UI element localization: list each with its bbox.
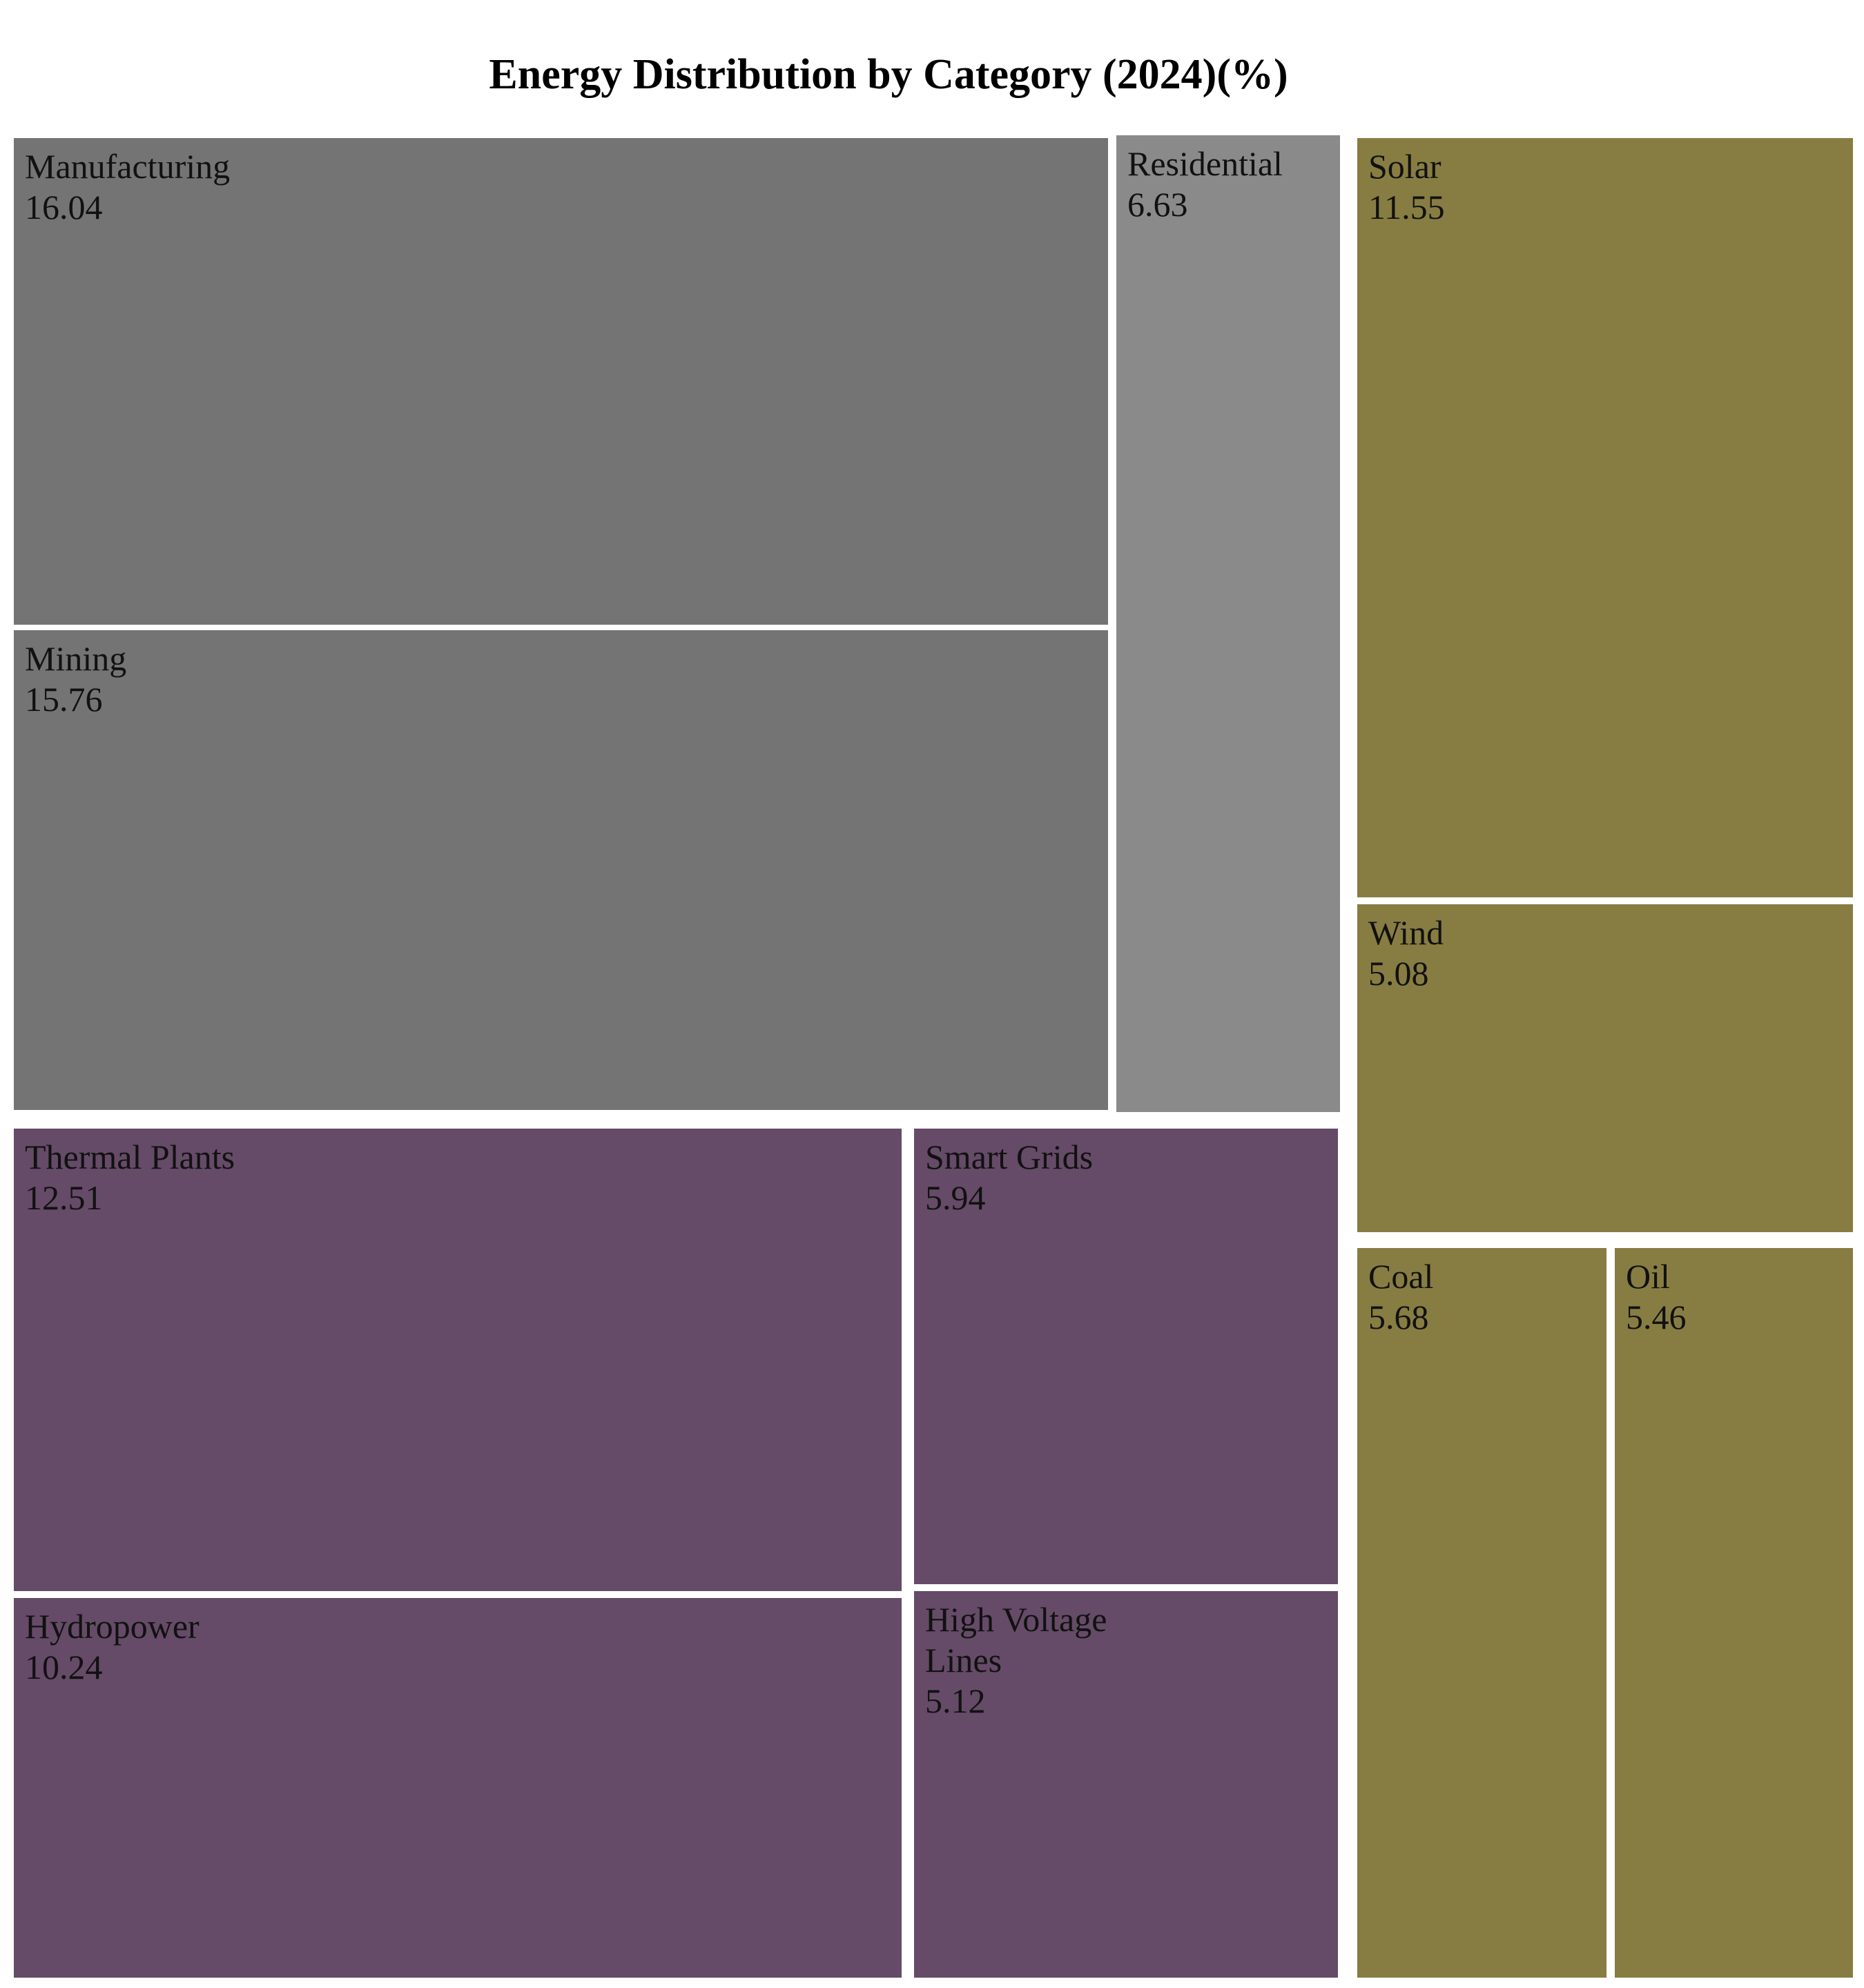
tile-rect-manufacturing (14, 138, 1108, 625)
tile-label-wind: Wind 5.08 (1368, 913, 1444, 993)
treemap-tile-thermal-plants: Thermal Plants 12.51 (14, 1129, 902, 1591)
tile-rect-hydropower (14, 1598, 902, 1978)
tile-rect-high-voltage-lines (914, 1591, 1338, 1978)
tile-label-thermal-plants: Thermal Plants 12.51 (25, 1138, 235, 1217)
tile-value-wind: 5.08 (1368, 954, 1429, 993)
tile-value-mining: 15.76 (25, 680, 103, 719)
tile-name-mining: Mining (25, 639, 126, 678)
tile-name-solar: Solar (1368, 147, 1441, 186)
tile-label-solar: Solar 11.55 (1368, 147, 1445, 226)
treemap-tile-solar: Solar 11.55 (1357, 138, 1853, 897)
tile-rect-oil (1615, 1248, 1853, 1978)
tile-label-hydropower: Hydropower 10.24 (25, 1607, 200, 1686)
tile-label-residential: Residential 6.63 (1127, 144, 1283, 224)
tile-label-manufacturing: Manufacturing 16.04 (25, 147, 230, 226)
treemap-tile-residential: Residential 6.63 (1116, 135, 1340, 1112)
tile-label-mining: Mining 15.76 (25, 639, 126, 719)
treemap-tile-mining: Mining 15.76 (14, 630, 1108, 1110)
tile-name-smart-grids: Smart Grids (925, 1138, 1093, 1176)
tile-value-high-voltage-lines: 5.12 (925, 1682, 986, 1720)
tile-value-thermal-plants: 12.51 (25, 1178, 103, 1217)
tile-rect-residential (1116, 135, 1340, 1112)
tile-name-residential: Residential (1127, 144, 1283, 183)
treemap-tile-smart-grids: Smart Grids 5.94 (914, 1129, 1338, 1584)
treemap-tile-wind: Wind 5.08 (1357, 904, 1853, 1232)
tile-name-oil: Oil (1626, 1257, 1670, 1296)
treemap-tile-oil: Oil 5.46 (1615, 1248, 1853, 1978)
tile-name-hydropower: Hydropower (25, 1607, 200, 1646)
tile-name-high-voltage-lines: High Voltage (925, 1600, 1107, 1639)
treemap-tile-coal: Coal 5.68 (1357, 1248, 1606, 1978)
tile-rect-thermal-plants (14, 1129, 902, 1591)
tile-value-solar: 11.55 (1368, 188, 1445, 226)
tile-value-manufacturing: 16.04 (25, 188, 103, 226)
tile-rect-mining (14, 630, 1108, 1110)
tile-rect-coal (1357, 1248, 1606, 1978)
tile-value-residential: 6.63 (1127, 185, 1188, 224)
tile-name-wind: Wind (1368, 913, 1444, 952)
tile-rect-smart-grids (914, 1129, 1338, 1584)
tile-rect-solar (1357, 138, 1853, 897)
chart-title: Energy Distribution by Category (2024)(%… (489, 51, 1288, 98)
treemap-tile-hydropower: Hydropower 10.24 (14, 1598, 902, 1978)
treemap-tile-manufacturing: Manufacturing 16.04 (14, 138, 1108, 625)
tile-value-hydropower: 10.24 (25, 1648, 103, 1686)
tile-name-coal: Coal (1368, 1257, 1433, 1296)
treemap-tile-high-voltage-lines: High Voltage Lines 5.12 (914, 1591, 1338, 1978)
tile-name-thermal-plants: Thermal Plants (25, 1138, 235, 1176)
tile-label-smart-grids: Smart Grids 5.94 (925, 1138, 1093, 1217)
tile-value-oil: 5.46 (1626, 1298, 1687, 1336)
tile-value-coal: 5.68 (1368, 1298, 1429, 1336)
tile-value-smart-grids: 5.94 (925, 1178, 986, 1217)
tile-label-high-voltage-lines: High Voltage Lines 5.12 (925, 1600, 1107, 1720)
tile-rect-wind (1357, 904, 1853, 1232)
tile-label-oil: Oil 5.46 (1626, 1257, 1687, 1336)
tile-label-coal: Coal 5.68 (1368, 1257, 1433, 1336)
tile-name-high-voltage-lines: Lines (925, 1641, 1002, 1679)
tile-name-manufacturing: Manufacturing (25, 147, 230, 186)
